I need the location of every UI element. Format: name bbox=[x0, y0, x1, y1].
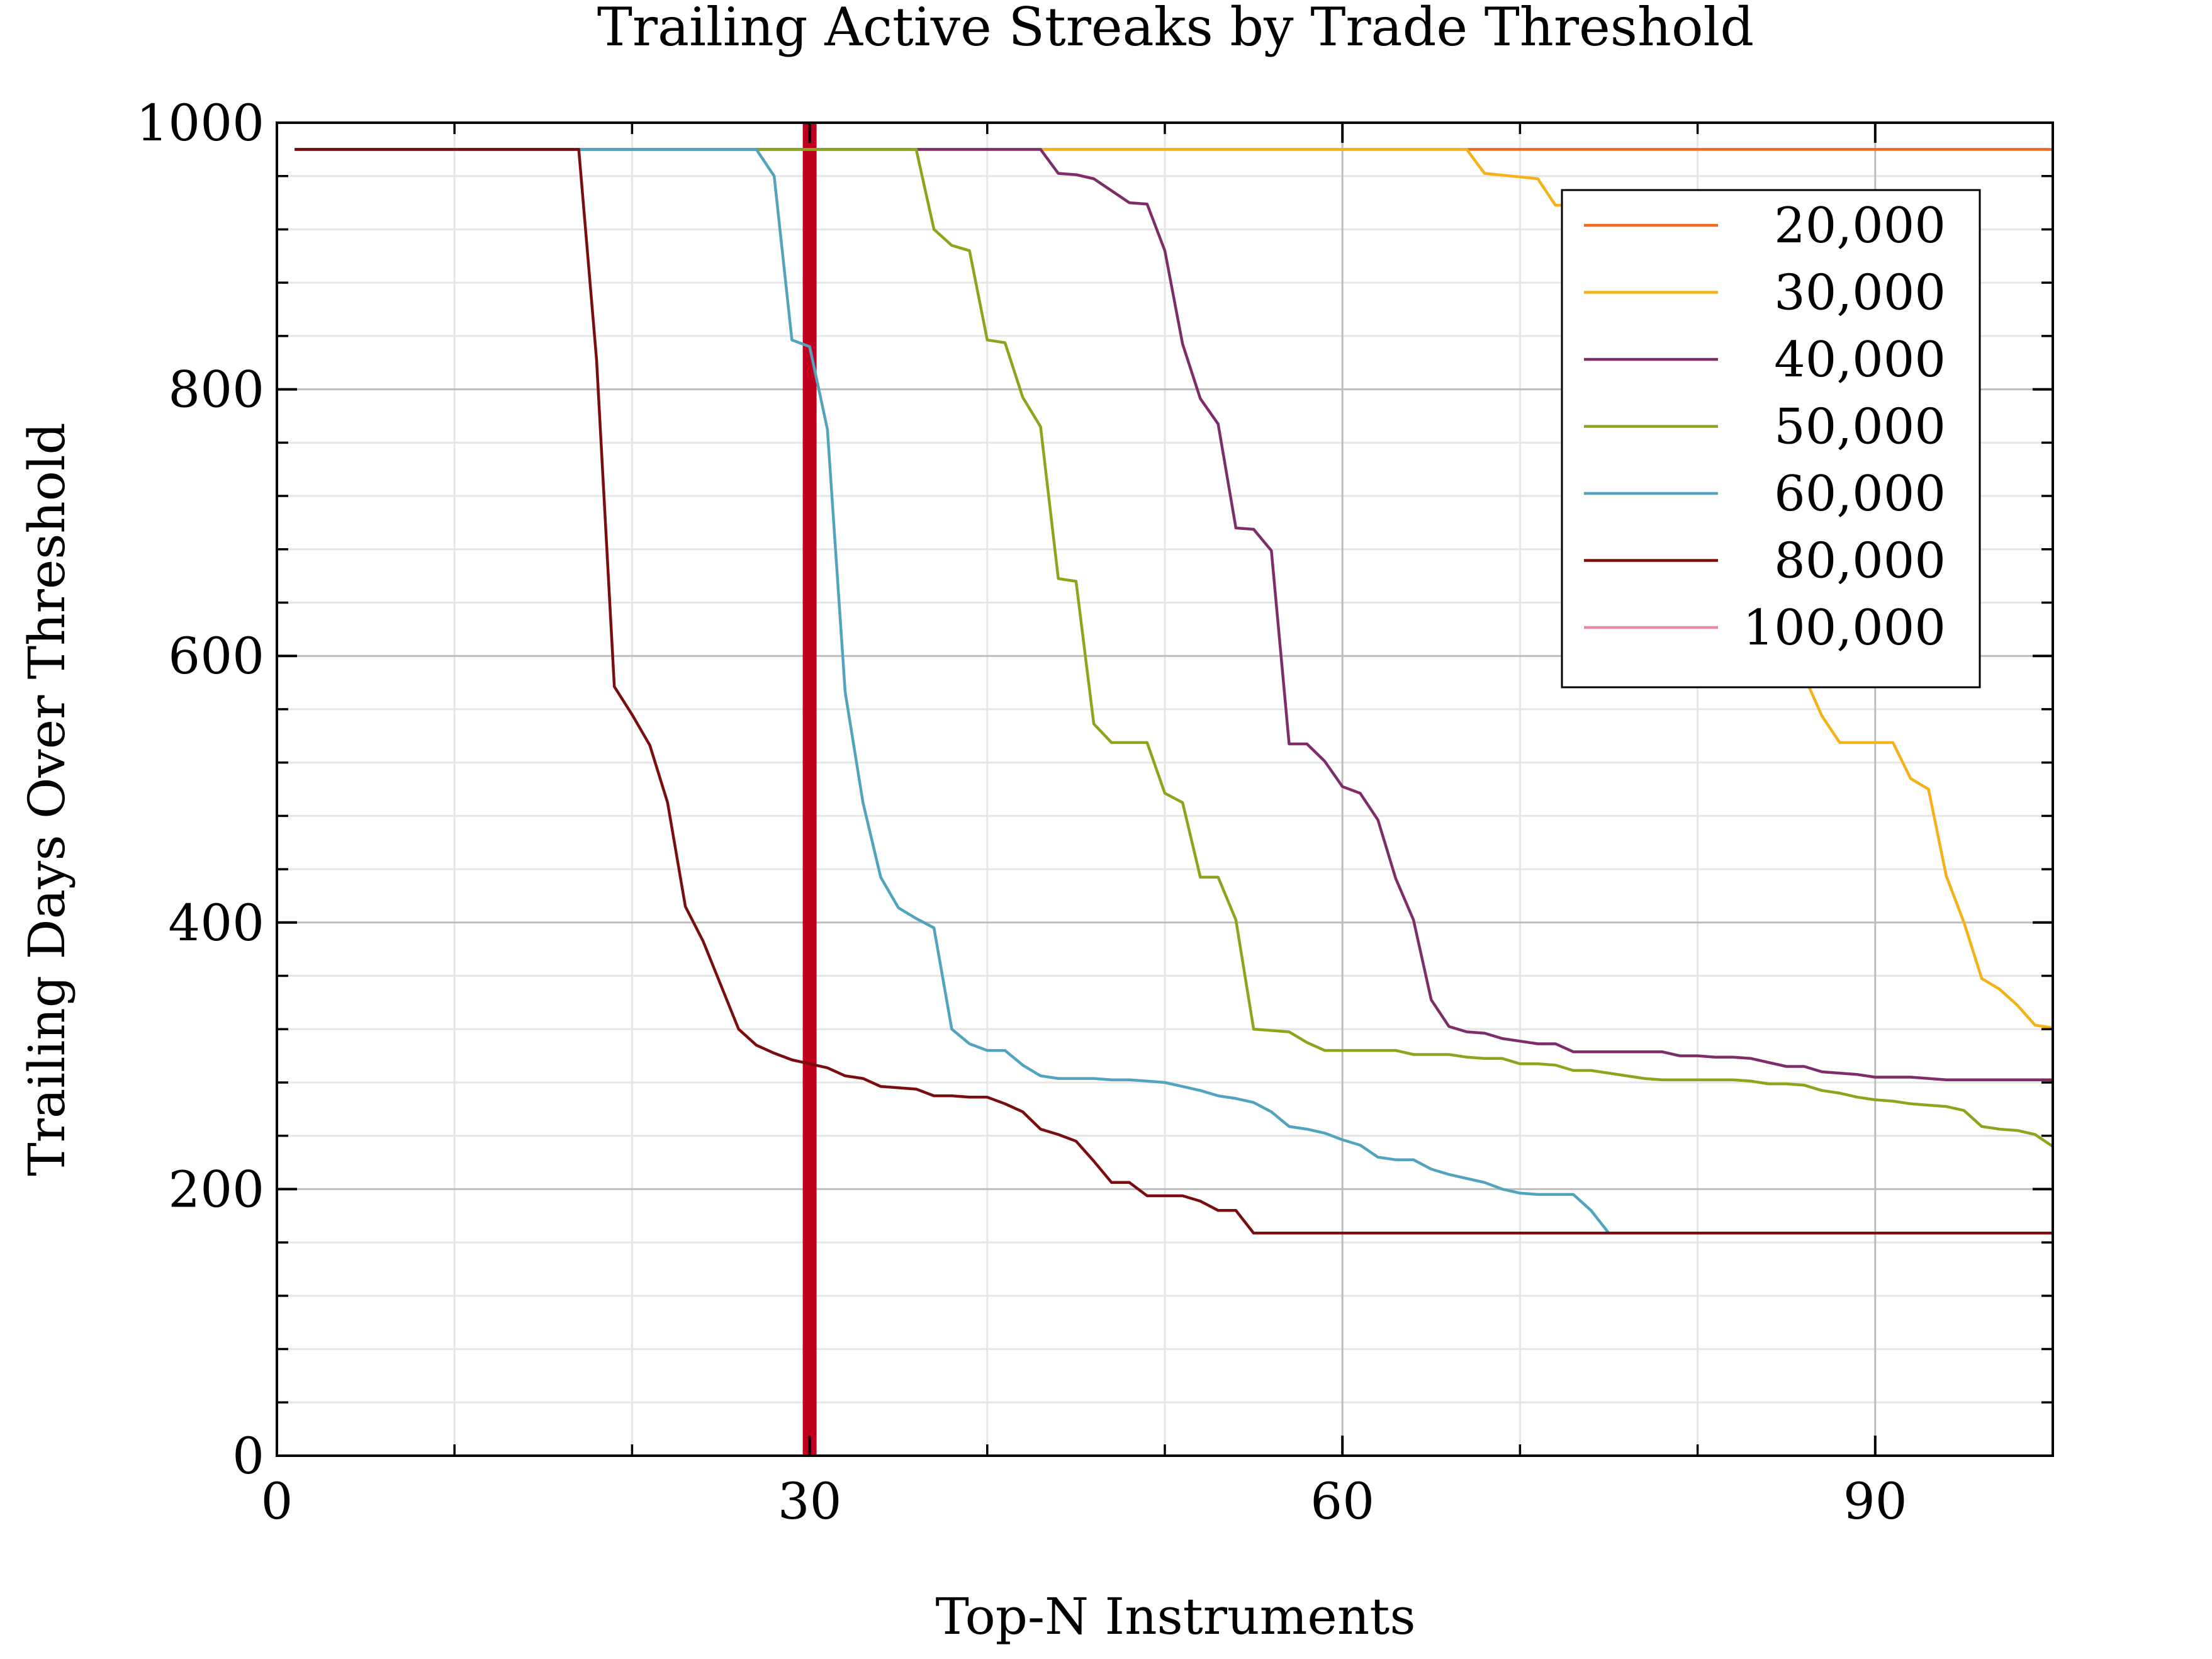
legend-label: 100,000 bbox=[1743, 600, 1946, 656]
series-layer bbox=[295, 148, 2054, 1235]
legend-label: 30,000 bbox=[1774, 265, 1946, 322]
y-tick-label: 400 bbox=[168, 894, 264, 952]
y-tick-label: 200 bbox=[168, 1160, 264, 1218]
x-tick-label: 60 bbox=[1310, 1472, 1374, 1531]
plot-frame bbox=[276, 121, 2054, 1457]
y-tick-label: 0 bbox=[232, 1427, 264, 1485]
series-line-40000 bbox=[295, 148, 2053, 1081]
series-line-50000 bbox=[295, 148, 2054, 1148]
legend-label: 20,000 bbox=[1774, 198, 1946, 254]
y-tick-labels: 0 200 400 600 800 1000 bbox=[136, 94, 264, 1485]
x-tick-label: 90 bbox=[1843, 1472, 1907, 1531]
x-tick-label: 0 bbox=[261, 1472, 293, 1531]
y-axis-label: Trailing Days Over Threshold bbox=[18, 422, 76, 1176]
legend-label: 40,000 bbox=[1774, 332, 1946, 388]
x-tick-label: 30 bbox=[778, 1472, 842, 1531]
y-tick-label: 800 bbox=[168, 361, 264, 419]
legend-label: 60,000 bbox=[1774, 466, 1946, 522]
legend-label: 50,000 bbox=[1774, 399, 1946, 456]
chart-title: Trailing Active Streaks by Trade Thresho… bbox=[597, 0, 1754, 58]
x-axis-label: Top-N Instruments bbox=[935, 1587, 1415, 1646]
y-tick-label: 600 bbox=[168, 627, 264, 685]
legend-box bbox=[1561, 189, 1981, 689]
y-tick-label: 1000 bbox=[136, 94, 264, 152]
series-line-80000 bbox=[295, 148, 2053, 1235]
x-tick-labels: 0 30 60 90 bbox=[261, 1472, 1907, 1531]
legend: 20,000 30,000 40,000 50,000 60,000 80,000 100,… bbox=[1561, 189, 1981, 689]
legend-label: 80,000 bbox=[1774, 533, 1946, 590]
series-line-60000 bbox=[295, 148, 2053, 1235]
